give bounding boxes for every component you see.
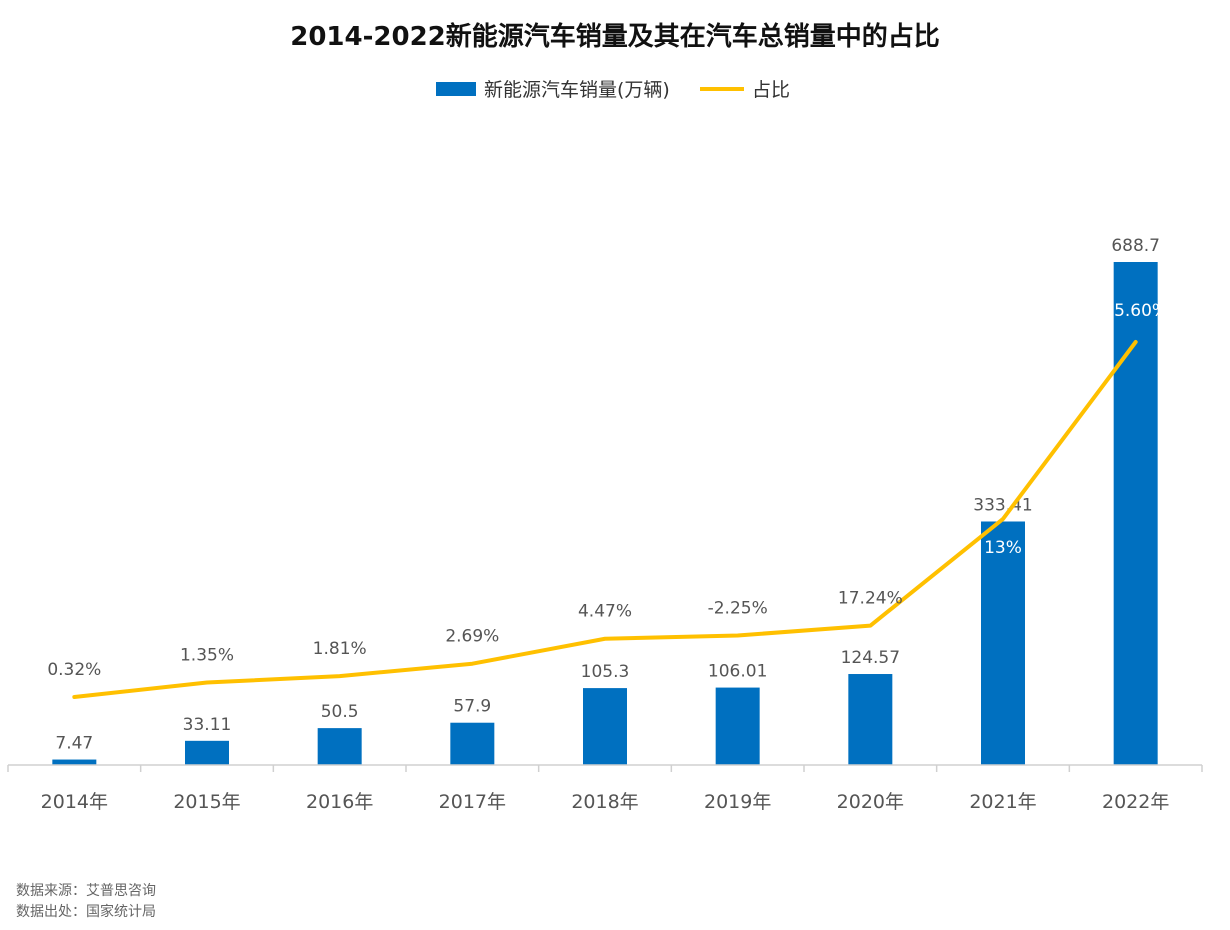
bar-value-label: 7.47 — [55, 734, 93, 754]
percent-label: 4.47% — [578, 602, 632, 622]
bar-series: 7.47 33.11 50.5 57.9 105.3 106.01 124.57 333.41… — [52, 236, 1160, 765]
x-tick-label: 2017年 — [439, 791, 506, 813]
chart-title: 2014-2022新能源汽车销量及其在汽车总销量中的占比 — [290, 21, 940, 52]
bar — [981, 521, 1025, 765]
bar-value-label: 105.3 — [581, 662, 630, 682]
footer-source: 数据来源：艾普思咨询 — [16, 883, 156, 899]
percent-line — [72, 340, 1138, 699]
x-tick-label: 2014年 — [41, 791, 108, 813]
x-tick-label: 2016年 — [306, 791, 373, 813]
percent-label: 17.24% — [838, 589, 903, 609]
percent-label: 0.32% — [47, 660, 101, 680]
bar-value-label: 50.5 — [321, 702, 359, 722]
x-axis-ticks: 2014年 2015年 2016年 2017年 2018年 2019年 2020年 2021年… — [7, 765, 1203, 813]
x-tick-label: 2020年 — [837, 791, 904, 813]
bar — [583, 688, 627, 765]
bar-value-label: 106.01 — [708, 662, 767, 682]
footer-origin: 数据出处：国家统计局 — [16, 904, 156, 920]
bar — [185, 740, 229, 765]
percent-label: 1.35% — [180, 646, 234, 666]
bar-value-label: 124.57 — [841, 648, 900, 668]
percent-label: 2.69% — [445, 627, 499, 647]
bar-value-label: 33.11 — [183, 715, 232, 735]
line-series: 0.32% 1.35% 1.81% 2.69% 4.47% -2.25% 17.24% 13%… — [47, 301, 1168, 699]
bar-value-label: 688.7 — [1111, 236, 1160, 256]
legend: 新能源汽车销量(万辆) 占比 — [436, 79, 790, 101]
bar — [317, 728, 362, 765]
x-tick-label: 2015年 — [173, 791, 240, 813]
percent-label: 1.81% — [313, 639, 367, 659]
percent-label: -2.25% — [708, 598, 768, 618]
x-tick-label: 2021年 — [969, 791, 1036, 813]
x-tick-label: 2018年 — [571, 791, 638, 813]
bar — [450, 722, 495, 765]
bar — [715, 687, 760, 765]
x-tick-label: 2022年 — [1102, 791, 1169, 813]
legend-swatch-bar — [436, 82, 476, 96]
legend-label-bar: 新能源汽车销量(万辆) — [484, 79, 670, 101]
legend-label-line: 占比 — [752, 79, 790, 101]
bar-value-label: 333.41 — [973, 495, 1032, 515]
bar-value-label: 57.9 — [453, 697, 491, 717]
x-tick-label: 2019年 — [704, 791, 771, 813]
bar — [848, 674, 893, 765]
bar — [1113, 262, 1158, 765]
bar — [52, 759, 97, 765]
percent-label: 13% — [984, 538, 1022, 558]
percent-label: 25.60% — [1103, 301, 1168, 321]
